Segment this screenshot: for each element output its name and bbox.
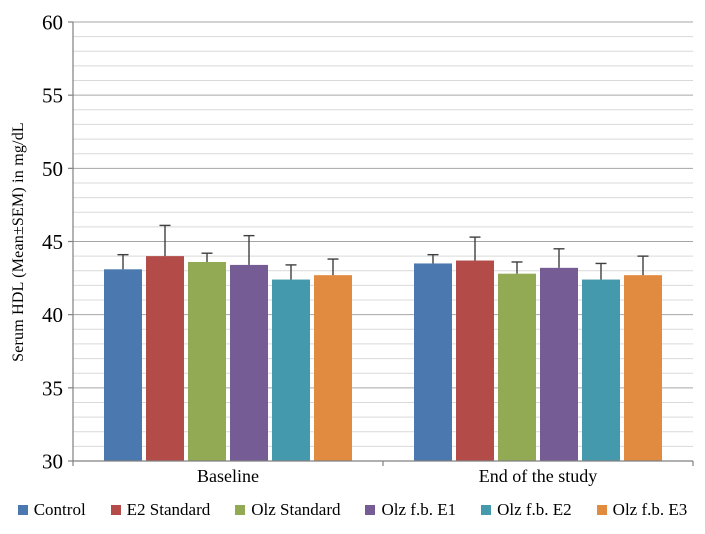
legend-item-e2-standard: E2 Standard bbox=[110, 500, 211, 519]
legend-item-olz-f-b-e2: Olz f.b. E2 bbox=[481, 501, 572, 518]
legend-label-control: Control bbox=[33, 500, 86, 519]
legend-swatch-e2-standard bbox=[110, 504, 121, 515]
legend-label-olz-f-b-e2: Olz f.b. E2 bbox=[497, 500, 572, 519]
legend-swatch-olz-standard bbox=[235, 504, 246, 515]
bar-olz-f-b-e3-end-of-the-study bbox=[624, 275, 662, 461]
chart-legend: Control E2 Standard Olz Standard Olz f.b. E… bbox=[0, 501, 705, 518]
y-tick-label: 35 bbox=[42, 376, 63, 400]
legend-item-control: Control bbox=[17, 500, 86, 519]
legend-item-olz-standard: Olz Standard bbox=[235, 501, 340, 518]
y-tick-label: 50 bbox=[42, 157, 63, 181]
category-label-baseline: Baseline bbox=[197, 466, 259, 486]
bar-olz-standard-end-of-the-study bbox=[498, 273, 536, 461]
y-tick-label: 60 bbox=[42, 11, 63, 35]
legend-swatch-olz-f-b-e3 bbox=[596, 504, 607, 515]
bar-olz-f-b-e1-baseline bbox=[230, 264, 268, 461]
y-axis-title: Serum HDL (Mean±SEM) in mg/dL bbox=[10, 122, 27, 362]
category-label-end-of-study: End of the study bbox=[478, 466, 598, 486]
legend-label-e2-standard: E2 Standard bbox=[126, 500, 211, 519]
legend-label-olz-f-b-e1: Olz f.b. E1 bbox=[381, 500, 457, 519]
bar-olz-f-b-e2-baseline bbox=[272, 279, 310, 461]
legend-swatch-control bbox=[17, 504, 28, 515]
y-tick-label: 45 bbox=[42, 230, 63, 254]
y-tick-label: 55 bbox=[42, 84, 63, 108]
legend-label-olz-standard: Olz Standard bbox=[251, 500, 341, 519]
bar-olz-f-b-e1-end-of-the-study bbox=[540, 267, 578, 461]
bar-e2-standard-baseline bbox=[146, 256, 184, 461]
legend-swatch-olz-f-b-e2 bbox=[481, 504, 492, 515]
legend-swatch-olz-f-b-e1 bbox=[365, 504, 376, 515]
bar-olz-standard-baseline bbox=[188, 261, 226, 461]
bar-e2-standard-end-of-the-study bbox=[456, 260, 494, 461]
bar-olz-f-b-e2-end-of-the-study bbox=[582, 279, 620, 461]
legend-item-olz-f-b-e3: Olz f.b. E3 bbox=[596, 500, 688, 519]
legend-item-olz-f-b-e1: Olz f.b. E1 bbox=[365, 501, 456, 518]
bar-olz-f-b-e3-baseline bbox=[314, 275, 352, 461]
y-tick-label: 30 bbox=[42, 450, 63, 474]
bar-control-baseline bbox=[104, 269, 142, 461]
legend-label-olz-f-b-e3: Olz f.b. E3 bbox=[612, 500, 688, 519]
y-tick-label: 40 bbox=[42, 303, 63, 327]
bar-control-end-of-the-study bbox=[414, 263, 452, 461]
